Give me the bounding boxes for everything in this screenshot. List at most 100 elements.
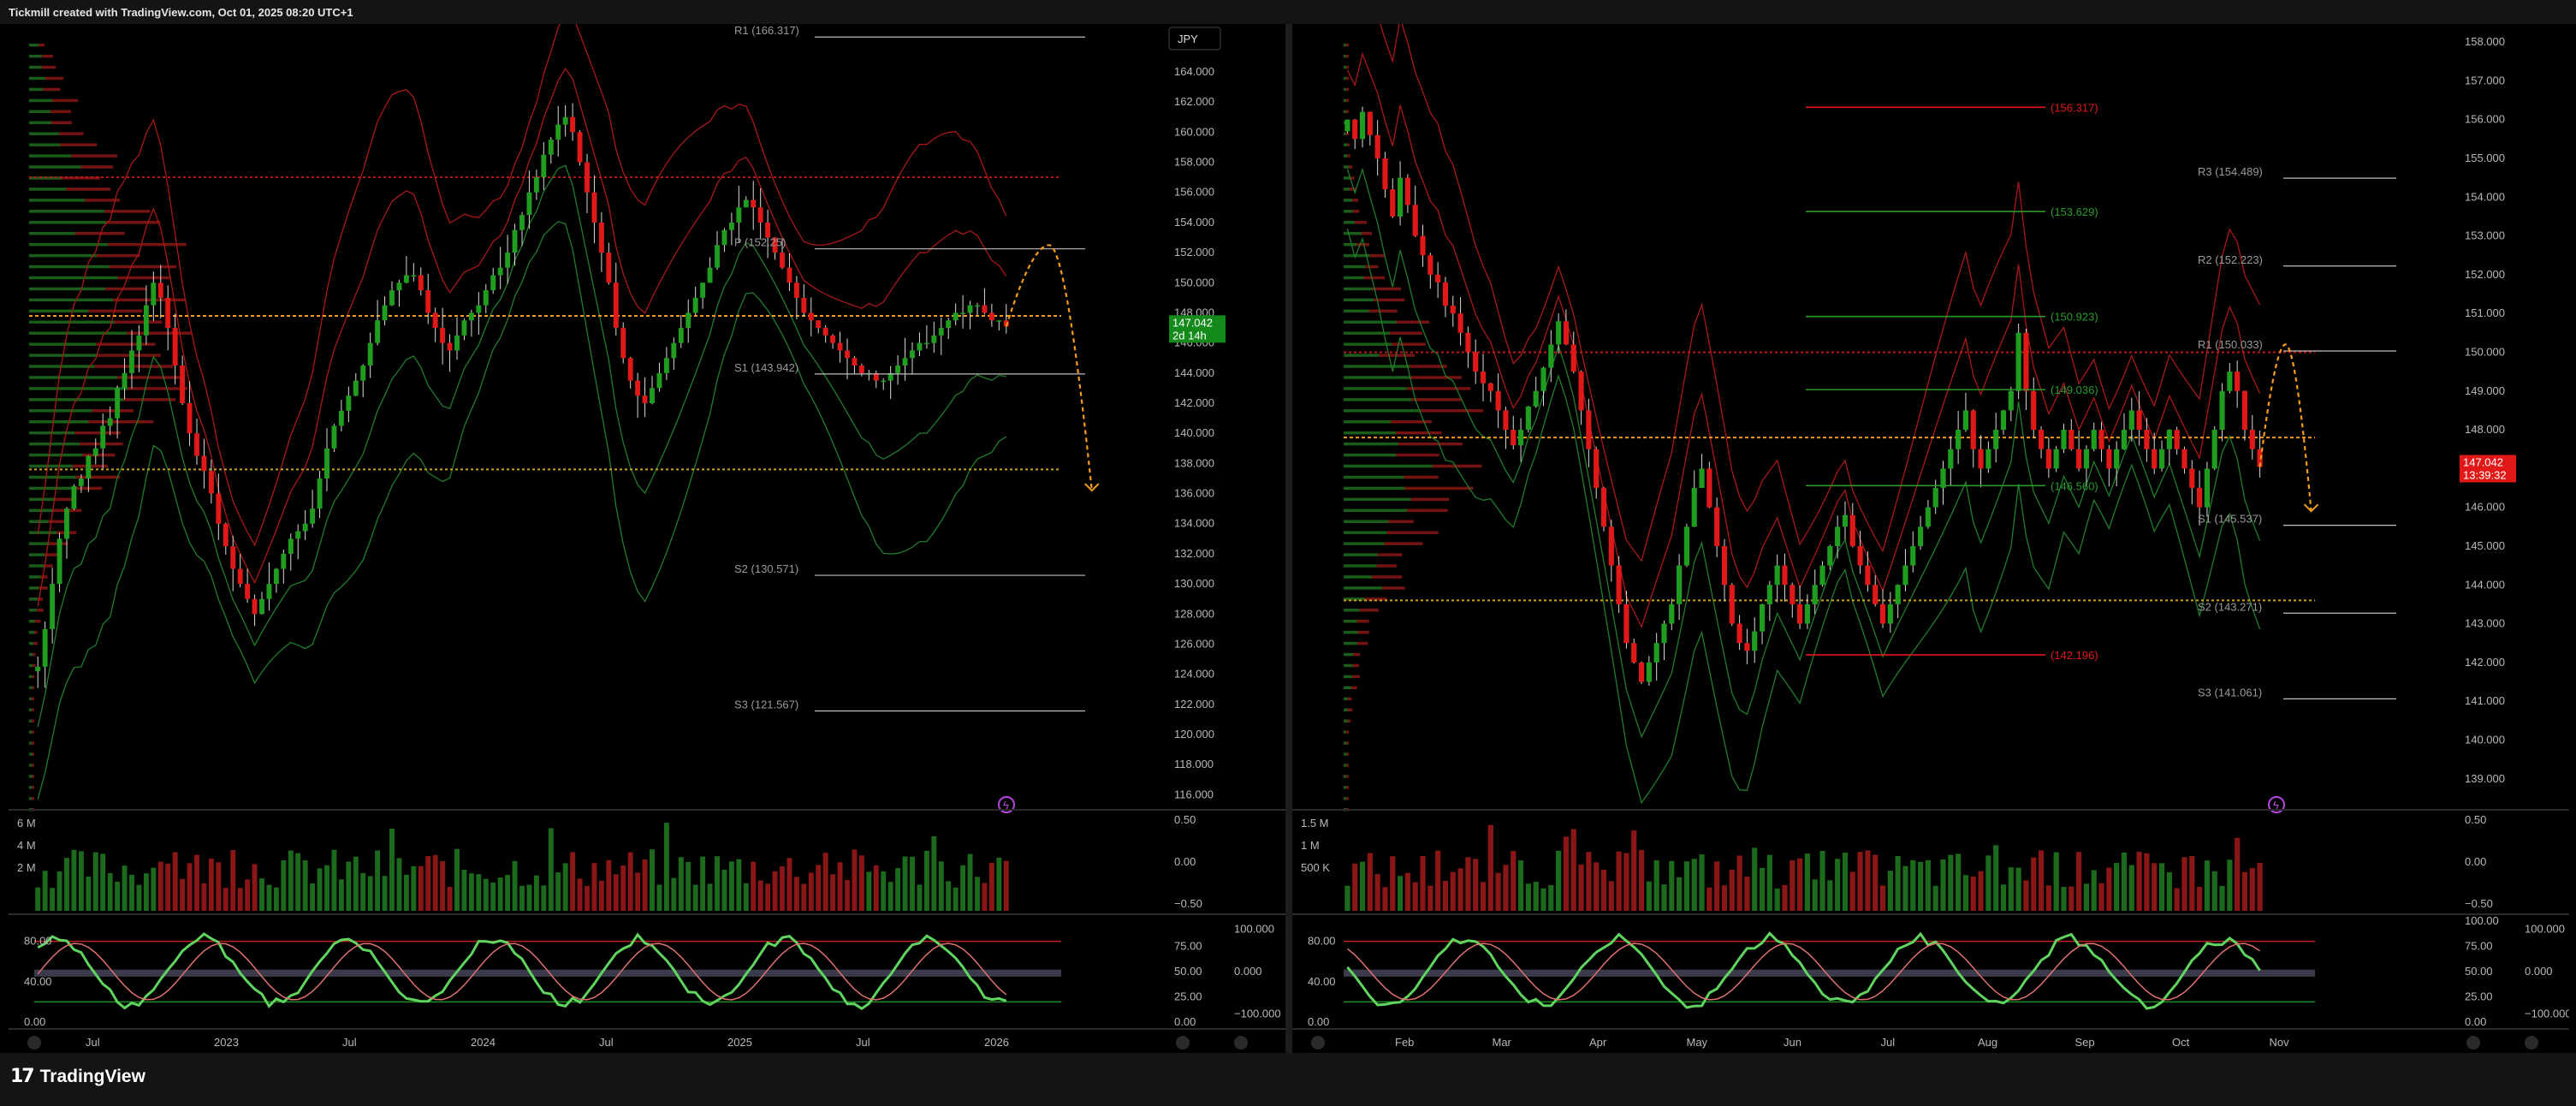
volume-profile-bar (1347, 143, 1350, 146)
y-tick-label: 148.000 (2465, 423, 2505, 436)
candle-body (1790, 585, 1795, 604)
volume-bar (483, 878, 489, 911)
log-scale-icon[interactable] (1234, 1036, 1248, 1050)
volume-bar (1721, 885, 1728, 911)
volume-profile-bar (1344, 641, 1357, 645)
volume-bar (2211, 871, 2217, 911)
candle-body (252, 598, 258, 615)
candle-body (1925, 507, 1931, 527)
candle-body (801, 297, 807, 313)
volume-profile-bar (106, 221, 161, 224)
auto-scale-icon[interactable] (2466, 1036, 2480, 1050)
volume-profile-bar (50, 110, 72, 114)
volume-bar (2241, 871, 2248, 911)
pivot-label: S2 (130.571) (734, 562, 798, 575)
osc-right-tick: 25.00 (1174, 990, 1202, 1003)
volume-bar (953, 887, 959, 911)
volume-bar (1691, 859, 1697, 911)
volume-bar (2174, 888, 2180, 911)
candle-body (56, 538, 62, 585)
chart-panel-left[interactable]: 164.000 162.000 160.000 158.000 156.000 154.0… (9, 24, 1285, 1053)
volume-bar (2249, 868, 2255, 911)
symbol-badge[interactable] (1168, 27, 1221, 51)
volume-profile-bar (1353, 652, 1361, 657)
volume-bar (1442, 880, 1449, 911)
volume-profile-bar (1344, 132, 1346, 135)
volume-profile-bar (1396, 453, 1439, 457)
x-tick-label: Jul (856, 1036, 870, 1049)
candle-body (1812, 585, 1818, 604)
volume-bar (1962, 875, 1969, 911)
volume-bar (1412, 882, 1418, 911)
zoom-reset-icon[interactable] (27, 1036, 41, 1050)
volume-bar (1382, 887, 1388, 911)
candle-body (281, 553, 287, 569)
osc-y-tick: 0.00 (1308, 1015, 1329, 1028)
candle-body (526, 192, 532, 216)
candle-body (2000, 410, 2007, 431)
volume-profile-bar (53, 497, 76, 502)
pivot-label: S2 (143.271) (2198, 600, 2262, 613)
volume-bar (505, 875, 511, 911)
lightning-icon[interactable] (998, 796, 1015, 813)
volume-profile-bar (1344, 752, 1347, 756)
volume-bar (1570, 829, 1576, 911)
volume-profile-bar (1344, 708, 1348, 712)
volume-profile-bar (29, 221, 107, 224)
lightning-icon[interactable] (2268, 796, 2285, 813)
volume-profile-bar (1352, 663, 1360, 668)
volume-bar (1473, 859, 1479, 911)
volume-profile-bar (29, 586, 39, 590)
panel-divider[interactable] (1285, 24, 1292, 1053)
zoom-reset-icon[interactable] (1311, 1036, 1325, 1050)
chart-right[interactable]: 158.000 157.000 156.000 155.000 154.000 153.0… (1292, 24, 2569, 1053)
candle-body (50, 584, 56, 629)
volume-profile-bar (88, 309, 143, 313)
brand[interactable]: 17 TradingView (10, 1066, 145, 1087)
candle-body (338, 410, 344, 426)
volume-profile-bar (1344, 242, 1357, 247)
candle-body (1473, 352, 1479, 372)
volume-profile-bar (1407, 508, 1448, 513)
x-tick-label: May (1687, 1036, 1708, 1049)
candle-body (562, 116, 568, 125)
candle-body (1420, 235, 1426, 256)
candle-body (555, 124, 561, 140)
x-tick-label: Jul (86, 1036, 100, 1049)
candle-body (1359, 111, 1366, 140)
volume-bar (1374, 873, 1380, 911)
candle-body (505, 253, 511, 268)
volume-bar (2257, 862, 2263, 911)
candle-body (461, 320, 467, 336)
volume-bar (512, 860, 518, 911)
log-scale-icon[interactable] (2525, 1036, 2538, 1050)
pivot-label: P (152.25) (734, 236, 786, 249)
candle-body (1646, 662, 1652, 682)
candle-body (1910, 545, 1916, 566)
volume-profile-bar (29, 54, 42, 58)
volume-profile-bar (52, 98, 79, 103)
volume-bar (2031, 857, 2037, 911)
volume-profile-bar (1344, 598, 1365, 601)
volume-profile-bar (29, 675, 33, 679)
level-label: (146.560) (2051, 479, 2098, 492)
candle-body (642, 395, 648, 404)
volume-profile-bar (31, 730, 34, 734)
volume-right-tick: −0.50 (2465, 897, 2493, 910)
chart-left[interactable]: 164.000 162.000 160.000 158.000 156.000 154.0… (9, 24, 1285, 1053)
candle-body (1616, 565, 1622, 604)
y-tick-label: 128.000 (1174, 607, 1214, 620)
candle-body (2204, 468, 2210, 508)
volume-profile-bar (1391, 420, 1432, 424)
y-tick-label: 136.000 (1174, 487, 1214, 500)
auto-scale-icon[interactable] (1176, 1036, 1190, 1050)
volume-profile-bar (66, 187, 110, 191)
volume-profile-bar (29, 764, 33, 767)
candle-body (122, 372, 128, 389)
y-tick-label: 142.000 (1174, 396, 1214, 409)
candle-body (570, 116, 576, 133)
volume-profile-bar (1390, 331, 1422, 335)
candle-body (765, 222, 771, 238)
volume-bar (686, 861, 691, 911)
chart-panel-right[interactable]: 158.000 157.000 156.000 155.000 154.000 153.0… (1292, 24, 2569, 1053)
